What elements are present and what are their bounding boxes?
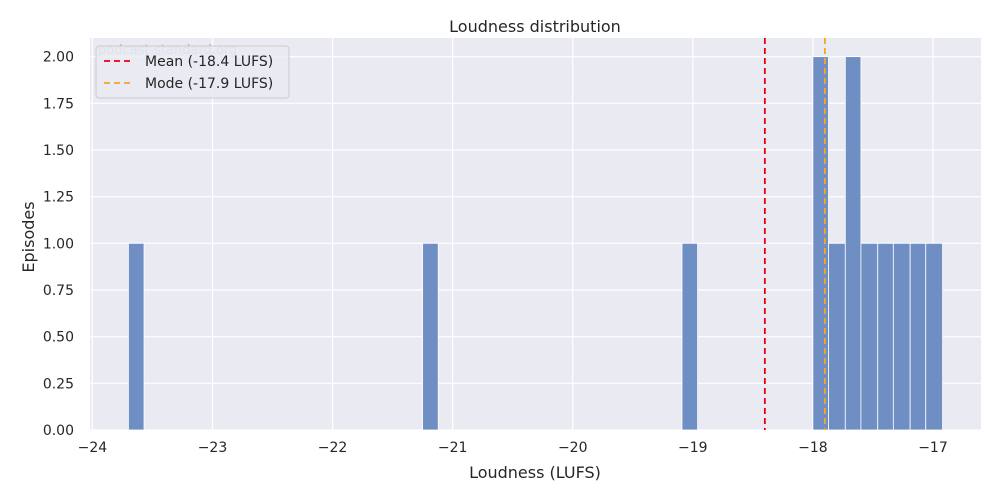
histogram-bar (681, 242, 699, 431)
histogram-bar (892, 242, 911, 431)
histogram-bar (877, 242, 894, 431)
histogram-bar (844, 56, 862, 431)
x-tick-label: −20 (558, 440, 588, 456)
x-tick-label: −21 (438, 440, 468, 456)
legend: Mean (-18.4 LUFS) Mode (-17.9 LUFS) (95, 45, 290, 99)
y-tick-label: 0.25 (43, 376, 74, 392)
y-tick-label: 0.50 (43, 330, 74, 346)
y-tick-label: 1.50 (43, 143, 74, 159)
chart-title: Loudness distribution (449, 17, 621, 36)
y-tick-label: 0.75 (43, 283, 74, 299)
y-axis-ticks: 0.00 0.25 0.50 0.75 1.00 1.25 1.50 1.75 2.00 (43, 50, 74, 439)
x-tick-label: −18 (798, 440, 828, 456)
histogram-bars (128, 56, 943, 431)
histogram-bar (860, 242, 879, 431)
x-tick-label: −17 (918, 440, 948, 456)
y-axis-label: Episodes (19, 201, 38, 272)
x-tick-label: −19 (678, 440, 708, 456)
legend-box (95, 45, 290, 99)
legend-mean-label: Mean (-18.4 LUFS) (145, 54, 273, 70)
histogram-bar (128, 242, 145, 431)
x-tick-label: −23 (198, 440, 228, 456)
histogram-bar (422, 242, 439, 431)
x-axis-ticks: −24 −23 −22 −21 −20 −19 −18 −17 (78, 440, 948, 456)
reference-lines (763, 38, 826, 430)
histogram-bar (909, 242, 927, 431)
y-tick-label: 2.00 (43, 50, 74, 66)
x-tick-label: −24 (78, 440, 108, 456)
histogram-bar (925, 242, 943, 431)
y-tick-label: 1.75 (43, 96, 74, 112)
histogram-bar (828, 242, 846, 431)
y-tick-label: 1.00 (43, 236, 74, 252)
x-axis-label: Loudness (LUFS) (469, 463, 601, 482)
histogram-bar (812, 56, 829, 431)
x-tick-label: −22 (318, 440, 348, 456)
y-tick-label: 0.00 (43, 423, 74, 439)
y-tick-label: 1.25 (43, 190, 74, 206)
legend-mode-label: Mode (-17.9 LUFS) (145, 76, 273, 92)
